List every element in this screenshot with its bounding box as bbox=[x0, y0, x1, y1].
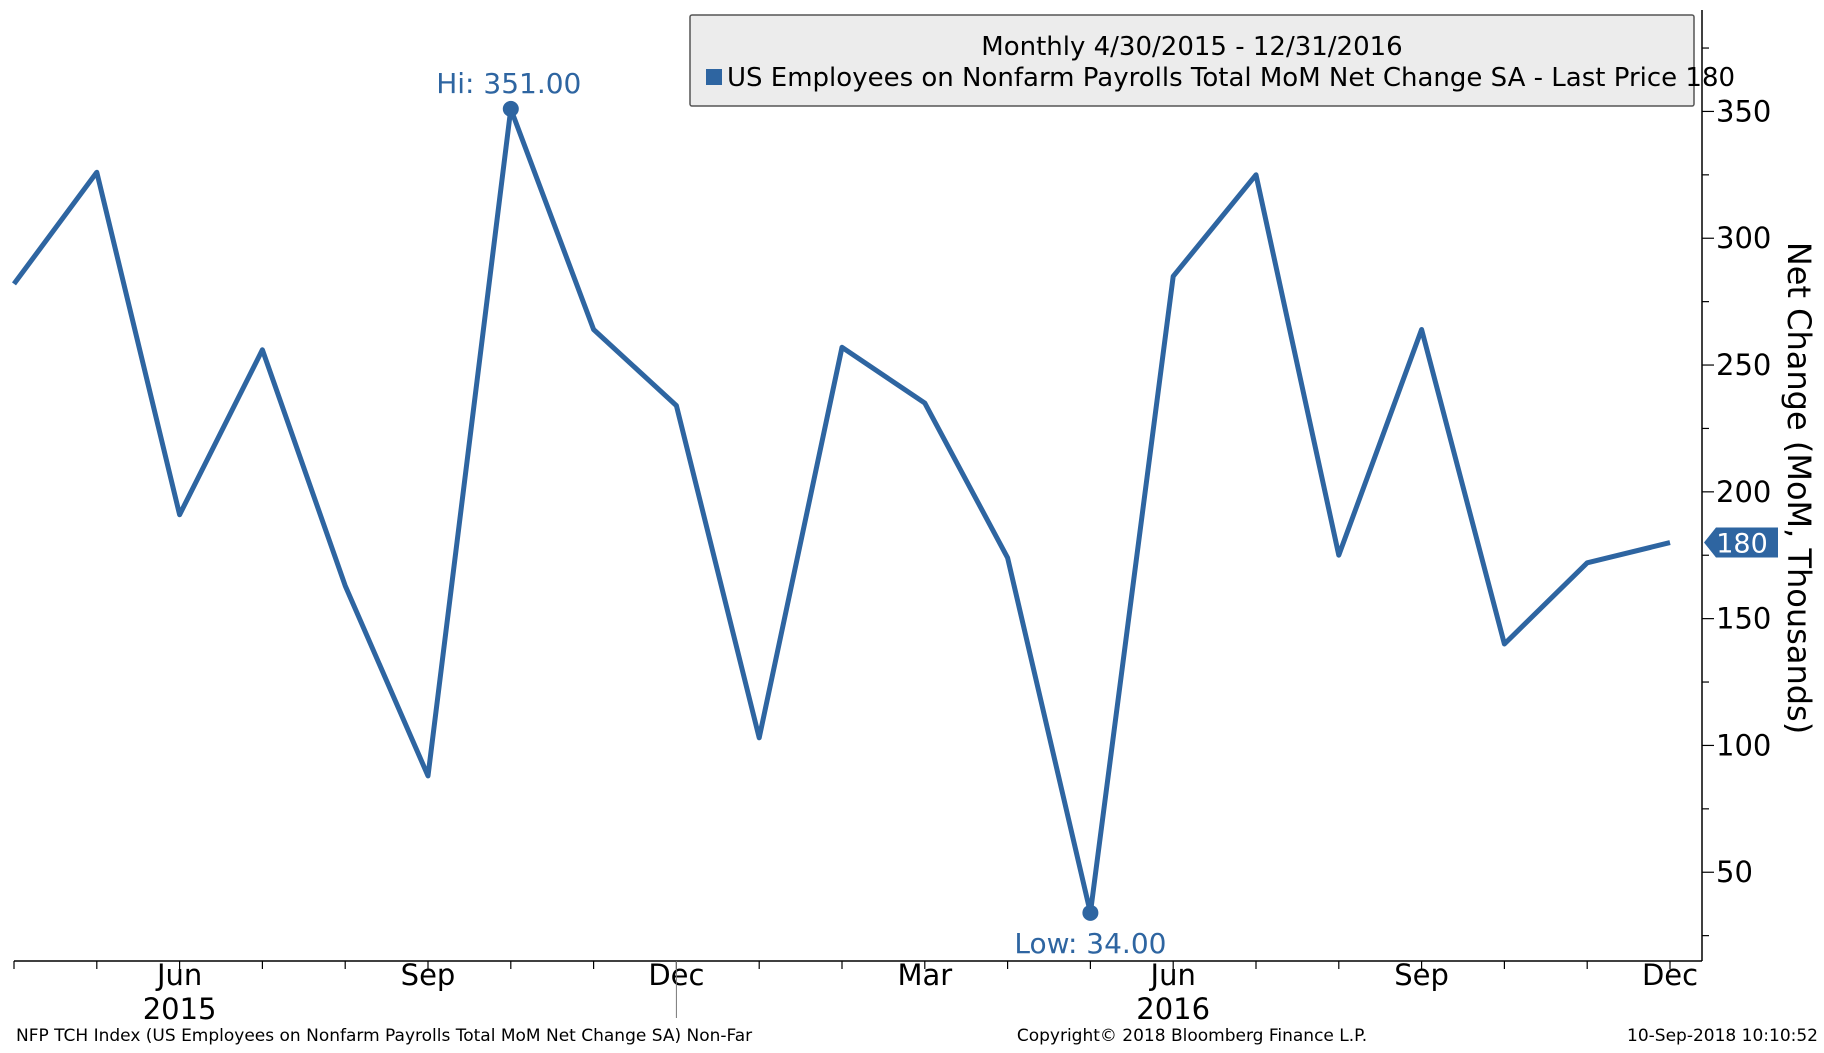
y-tick-label: 250 bbox=[1716, 348, 1771, 382]
x-tick-label: Mar bbox=[897, 958, 952, 992]
x-tick-label: Dec bbox=[1642, 958, 1698, 992]
legend-title: Monthly 4/30/2015 - 12/31/2016 bbox=[981, 32, 1402, 62]
high-point-label: Hi: 351.00 bbox=[436, 67, 581, 100]
y-tick-label: 100 bbox=[1716, 728, 1771, 762]
footer-copyright: Copyright© 2018 Bloomberg Finance L.P. bbox=[1016, 1026, 1368, 1046]
x-axis-labels: Jun Sep Dec Mar Jun Sep Dec bbox=[155, 958, 1698, 992]
extreme-markers: Hi: 351.00 Low: 34.00 bbox=[436, 67, 1166, 960]
last-price-tag bbox=[1704, 527, 1778, 558]
y-tick-label: 200 bbox=[1716, 475, 1771, 509]
legend-box: Monthly 4/30/2015 - 12/31/2016 US Employ… bbox=[689, 14, 1735, 107]
x-year-label: 2015 bbox=[143, 992, 217, 1026]
y-tick-label: 150 bbox=[1716, 602, 1771, 636]
high-point-marker bbox=[502, 100, 519, 117]
series-layer bbox=[11, 106, 1671, 916]
x-tick-label: Jun bbox=[1149, 958, 1196, 992]
legend-background bbox=[689, 14, 1695, 107]
y-tick-label: 350 bbox=[1716, 94, 1771, 128]
low-point-label: Low: 34.00 bbox=[1014, 927, 1166, 960]
y-tick-label: 300 bbox=[1716, 221, 1771, 255]
legend-swatch bbox=[706, 69, 722, 85]
x-tick-label: Sep bbox=[1394, 958, 1449, 992]
y-axis-ticks: 50 100 150 200 250 300 350 bbox=[1702, 47, 1771, 937]
series-line bbox=[11, 106, 1671, 916]
x-tick-label: Sep bbox=[401, 958, 456, 992]
x-tick-label: Jun bbox=[155, 958, 202, 992]
y-axis-title: Net Change (MoM, Thousands) bbox=[1780, 242, 1818, 734]
x-year-label: 2016 bbox=[1136, 992, 1210, 1026]
footer-source: NFP TCH Index (US Employees on Nonfarm P… bbox=[16, 1026, 753, 1046]
low-point-marker bbox=[1082, 904, 1099, 921]
footer-timestamp: 10-Sep-2018 10:10:52 bbox=[1627, 1026, 1818, 1046]
last-price-marker: 180 bbox=[1704, 527, 1778, 560]
chart-axes bbox=[14, 10, 1703, 962]
legend-series-label: US Employees on Nonfarm Payrolls Total M… bbox=[727, 63, 1735, 93]
x-axis-year-labels: 2015 2016 bbox=[143, 961, 1210, 1026]
y-tick-label: 50 bbox=[1716, 855, 1753, 889]
last-price-label: 180 bbox=[1716, 529, 1768, 560]
